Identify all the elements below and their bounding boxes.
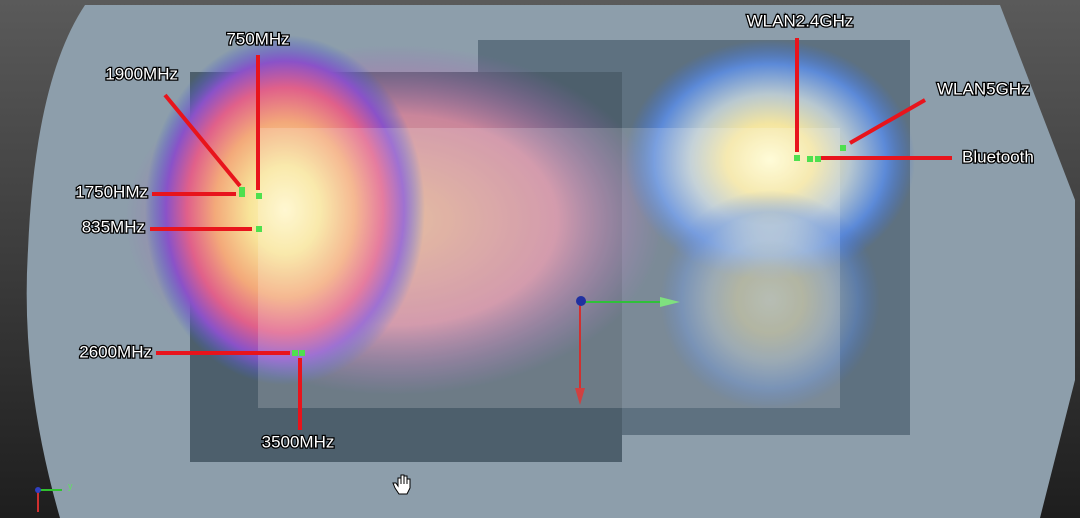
heatmap <box>145 35 425 385</box>
probe-label: 750MHz <box>226 29 289 48</box>
triad-label: y <box>68 481 73 491</box>
probe-label: Bluetooth <box>962 147 1034 166</box>
origin <box>576 296 586 306</box>
axis-y-head <box>660 297 680 307</box>
probe-point <box>256 193 262 199</box>
probe-point <box>239 191 245 197</box>
probe-point <box>794 155 800 161</box>
triad-origin <box>35 487 41 493</box>
heatmap <box>660 190 880 410</box>
probe-point <box>815 156 821 162</box>
probe-point <box>256 226 262 232</box>
pcb-plane <box>258 128 840 408</box>
probe-point <box>292 350 298 356</box>
cursor <box>392 474 411 495</box>
probe-point <box>840 145 846 151</box>
axis-z-head <box>575 388 585 405</box>
probe-label: 835MHz <box>82 217 145 236</box>
leader-line <box>849 98 926 145</box>
annotations: 750MHz 1900MHz 1750HMz 835MHz 2600MHz 3500MHz… <box>74 10 1035 453</box>
probe-point <box>299 350 305 356</box>
probe-label: WLAN5GHz <box>937 79 1030 98</box>
probe-label: 2600MHz <box>79 342 152 361</box>
probe-label: WLAN2.4GHz <box>747 11 854 30</box>
leader-line <box>163 93 242 188</box>
probe-label: 1750HMz <box>75 182 148 201</box>
probe-point <box>807 156 813 162</box>
probe-label: 1900MHz <box>105 64 178 83</box>
probe-label: 3500MHz <box>262 432 335 451</box>
probe-point <box>239 187 245 193</box>
triad: y <box>35 481 73 512</box>
